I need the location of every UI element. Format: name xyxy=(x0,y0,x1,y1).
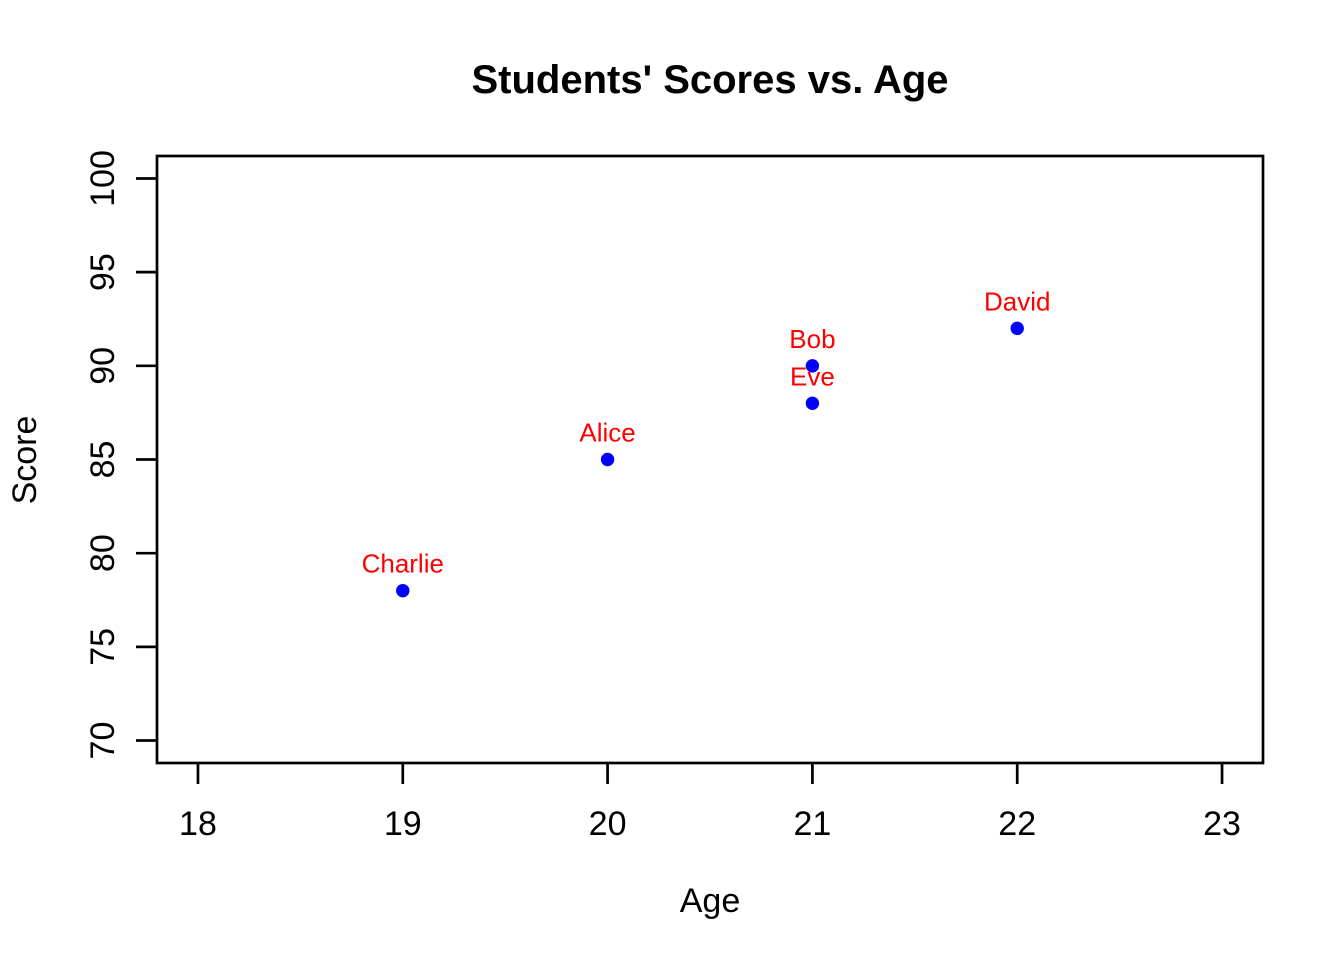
y-tick-label: 75 xyxy=(84,628,122,666)
data-point-alice xyxy=(600,452,615,467)
y-tick-label: 90 xyxy=(84,347,122,385)
data-point-bob xyxy=(805,359,820,373)
x-tick-label: 18 xyxy=(179,805,217,843)
point-label-david: David xyxy=(984,286,1050,316)
x-axis-label: Age xyxy=(680,882,741,920)
x-tick-label: 19 xyxy=(384,805,422,843)
x-tick-label: 22 xyxy=(998,805,1036,843)
x-tick-label: 23 xyxy=(1203,805,1241,843)
plot-box xyxy=(155,154,1265,765)
y-axis-label: Score xyxy=(6,416,44,505)
x-tick-label: 20 xyxy=(589,805,627,843)
data-point-charlie xyxy=(396,583,410,598)
point-label-eve: Eve xyxy=(790,361,835,391)
point-label-bob: Bob xyxy=(789,324,835,354)
point-label-charlie: Charlie xyxy=(362,549,444,579)
data-point-eve xyxy=(805,396,820,410)
y-tick-label: 85 xyxy=(84,441,122,479)
x-tick-label: 21 xyxy=(793,805,831,843)
y-tick-label: 95 xyxy=(84,253,122,291)
y-tick-label: 70 xyxy=(84,722,122,760)
data-point-david xyxy=(1010,321,1024,336)
y-tick-label: 80 xyxy=(84,534,122,572)
chart-title: Students' Scores vs. Age xyxy=(471,58,948,102)
y-tick-label: 100 xyxy=(84,150,122,207)
point-label-alice: Alice xyxy=(579,418,635,448)
